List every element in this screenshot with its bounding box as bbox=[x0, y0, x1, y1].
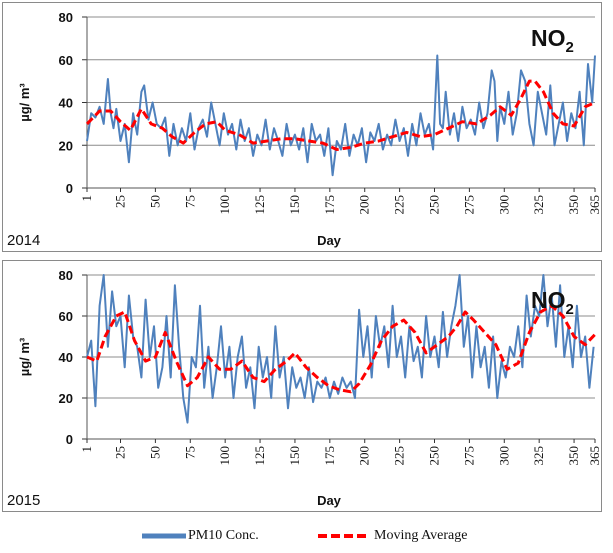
species-subscript: 2 bbox=[566, 301, 574, 318]
x-tick-label: 200 bbox=[357, 195, 372, 215]
x-tick-label: 325 bbox=[531, 446, 546, 466]
species-subscript: 2 bbox=[566, 39, 574, 56]
y-axis-label: µg/ m³ bbox=[17, 337, 32, 376]
x-tick-label: 125 bbox=[252, 195, 267, 215]
y-tick-label: 80 bbox=[59, 268, 73, 283]
x-tick-label: 1 bbox=[79, 446, 94, 453]
x-tick-label: 200 bbox=[357, 446, 372, 466]
legend-label-pm10: PM10 Conc. bbox=[188, 528, 259, 543]
species-main: NO bbox=[531, 25, 566, 51]
y-tick-label: 20 bbox=[59, 391, 73, 406]
x-axis-label: Day bbox=[317, 233, 342, 248]
year-label-2014: 2014 bbox=[7, 232, 41, 249]
x-tick-label: 225 bbox=[392, 195, 407, 215]
x-tick-label: 50 bbox=[147, 446, 162, 459]
chart-panel-2015: 0 20 40 60 80 1 25 50 75 100 125 150 175 200 225 250 275… bbox=[2, 260, 602, 512]
legend-swatch-pm10 bbox=[142, 533, 186, 539]
legend-item-pm10: PM10 Conc. bbox=[142, 528, 259, 544]
x-tick-label: 350 bbox=[566, 195, 581, 215]
x-tick-label: 150 bbox=[287, 446, 302, 466]
x-axis-label: Day bbox=[317, 493, 342, 508]
chart-panel-2014: 0 20 40 60 80 1 25 50 75 100 125 150 175 200 225 250 275… bbox=[2, 2, 602, 252]
x-tick-label: 100 bbox=[217, 195, 232, 215]
x-tick-label: 365 bbox=[587, 195, 602, 215]
year-label-2015: 2015 bbox=[7, 492, 41, 509]
y-tick-label: 60 bbox=[59, 309, 73, 324]
x-tick-label: 250 bbox=[427, 195, 442, 215]
legend-label-moving-average: Moving Average bbox=[374, 528, 468, 543]
species-annotation: NO2 bbox=[531, 25, 574, 56]
x-tick-label: 300 bbox=[496, 195, 511, 215]
x-tick-label: 325 bbox=[531, 195, 546, 215]
x-tick-label: 365 bbox=[587, 446, 602, 466]
species-annotation: NO2 bbox=[531, 287, 574, 318]
series-line-moving-average bbox=[86, 304, 597, 394]
series-line-moving-average bbox=[85, 79, 596, 151]
x-tick-label: 75 bbox=[182, 446, 197, 459]
x-tick-label: 150 bbox=[287, 195, 302, 215]
x-tick-label: 300 bbox=[496, 446, 511, 466]
species-main: NO bbox=[531, 287, 566, 313]
y-axis-label: µg/ m³ bbox=[17, 83, 32, 122]
x-tick-label: 275 bbox=[461, 195, 476, 215]
y-tick-label: 0 bbox=[66, 181, 73, 196]
x-tick-label: 225 bbox=[392, 446, 407, 466]
legend-swatch-moving-average bbox=[318, 534, 366, 538]
x-tick-label: 25 bbox=[112, 446, 127, 459]
y-tick-label: 40 bbox=[59, 96, 73, 111]
x-tick-label: 100 bbox=[217, 446, 232, 466]
x-tick-label: 25 bbox=[112, 195, 127, 208]
x-tick-label: 175 bbox=[322, 195, 337, 215]
y-tick-label: 60 bbox=[59, 53, 73, 68]
y-tick-label: 40 bbox=[59, 350, 73, 365]
x-tick-label: 50 bbox=[147, 195, 162, 208]
x-tick-label: 1 bbox=[79, 195, 94, 202]
x-tick-label: 125 bbox=[252, 446, 267, 466]
series-line-pm10 bbox=[86, 274, 595, 424]
x-tick-label: 175 bbox=[322, 446, 337, 466]
series-line-pm10 bbox=[86, 54, 596, 177]
x-tick-label: 250 bbox=[427, 446, 442, 466]
y-tick-label: 20 bbox=[59, 138, 73, 153]
legend-item-moving-average: Moving Average bbox=[318, 528, 467, 544]
chart-legend: PM10 Conc. Moving Average bbox=[0, 526, 613, 550]
x-tick-label: 75 bbox=[182, 195, 197, 208]
y-tick-label: 0 bbox=[66, 432, 73, 447]
x-tick-label: 350 bbox=[566, 446, 581, 466]
y-tick-label: 80 bbox=[59, 10, 73, 25]
x-tick-label: 275 bbox=[461, 446, 476, 466]
